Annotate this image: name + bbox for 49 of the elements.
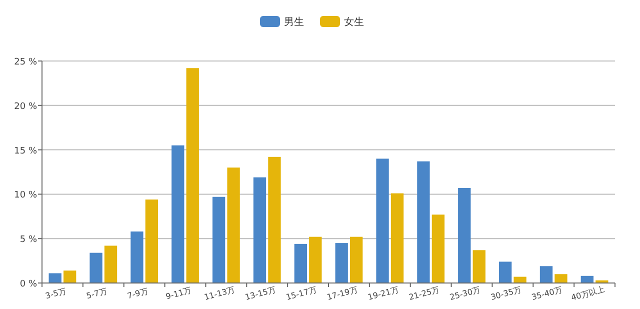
x-tick-label: 25-30万 <box>448 285 482 302</box>
legend-label: 男生 <box>284 16 304 28</box>
y-tick-label: 0 % <box>20 280 38 290</box>
x-tick-label: 7-9万 <box>126 286 150 301</box>
bar <box>294 244 308 283</box>
bar <box>253 177 266 283</box>
y-tick-label: 10 % <box>14 190 38 201</box>
bar <box>335 243 348 283</box>
bar <box>417 161 430 283</box>
bar <box>540 266 553 283</box>
bar <box>309 236 322 283</box>
bar <box>458 188 471 283</box>
bar <box>514 276 526 283</box>
y-tick-label: 25 % <box>14 58 38 68</box>
x-tick-label: 17-19万 <box>326 285 359 302</box>
bar <box>350 236 363 283</box>
x-tick-label: 3-5万 <box>44 286 68 301</box>
y-tick-label: 5 % <box>20 235 38 246</box>
bar <box>104 246 118 283</box>
y-tick-label: 20 % <box>14 102 38 112</box>
x-tick-label: 5-7万 <box>85 286 108 301</box>
bar <box>48 273 62 283</box>
x-tick-label: 35-40万 <box>530 285 564 302</box>
x-tick-label: 21-25万 <box>408 285 440 302</box>
x-tick-label: 13-15万 <box>244 285 277 302</box>
bar <box>145 200 158 283</box>
bar <box>498 262 512 283</box>
x-tick-label: 15-17万 <box>285 285 318 302</box>
y-tick-label: 15 % <box>14 146 38 156</box>
bar <box>130 231 144 283</box>
bar <box>376 158 389 283</box>
bar <box>90 252 102 283</box>
legend-label: 女生 <box>344 16 364 28</box>
x-tick-label: 9-11万 <box>164 286 192 302</box>
x-tick-label: 11-13万 <box>203 285 236 302</box>
x-tick-label: 30-35万 <box>490 285 522 302</box>
bar <box>554 274 568 283</box>
bar <box>172 145 184 283</box>
bar <box>186 68 199 283</box>
bar <box>227 168 240 283</box>
bar <box>432 214 445 283</box>
bar <box>580 276 594 283</box>
bar <box>212 196 226 283</box>
bar <box>472 250 486 283</box>
bar <box>63 270 76 283</box>
x-tick-label: 19-21万 <box>366 285 400 302</box>
bar <box>268 156 281 283</box>
bar <box>390 193 404 283</box>
x-tick-label: 40万以上 <box>570 284 606 302</box>
